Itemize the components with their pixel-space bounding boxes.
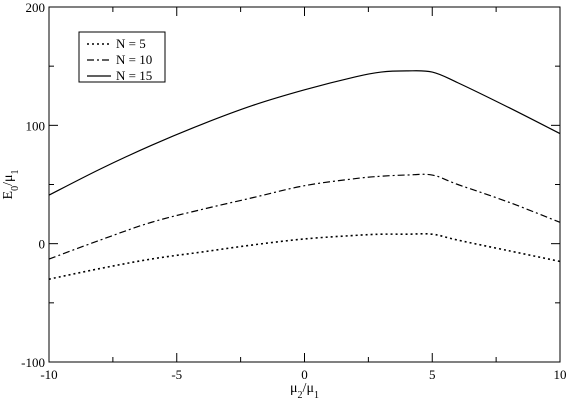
x-tick-label: 0: [301, 367, 308, 382]
x-tick-label: -5: [171, 367, 182, 382]
x-tick-label: -10: [40, 367, 57, 382]
series-lines: [48, 70, 561, 280]
series-line: [48, 70, 561, 196]
y-tick-label: 200: [26, 0, 46, 15]
x-tick-label: 5: [429, 367, 436, 382]
legend: N = 5N = 10N = 15: [78, 31, 166, 83]
y-axis-label: E0/μ1: [1, 170, 21, 200]
tick-labels: -10 -5 0 5 10 -100 0 100 200: [21, 0, 566, 382]
y-tick-label: 100: [26, 118, 46, 133]
x-tick-label: 10: [554, 367, 567, 382]
legend-label: N = 10: [116, 52, 152, 67]
legend-label: N = 15: [116, 68, 152, 83]
legend-label: N = 5: [116, 36, 146, 51]
y-tick-label: -100: [21, 355, 45, 370]
axis-ticks: [48, 6, 561, 363]
y-tick-label: 0: [39, 237, 46, 252]
series-line: [48, 173, 561, 260]
legend-box: [78, 31, 166, 83]
x-axis-label: μ2/μ1: [290, 381, 319, 400]
series-line: [48, 232, 561, 280]
